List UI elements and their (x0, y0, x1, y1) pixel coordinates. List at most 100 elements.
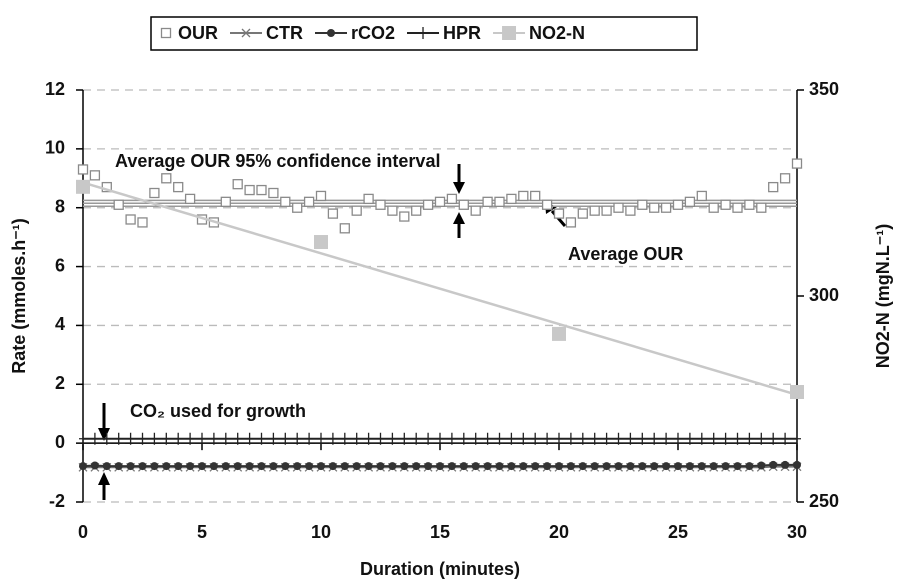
marker (364, 462, 373, 471)
marker (162, 432, 171, 445)
marker (436, 432, 444, 445)
marker (184, 193, 196, 205)
marker (315, 190, 327, 202)
y-tick-label: 10 (45, 138, 65, 158)
marker (530, 190, 541, 202)
y-tick-label: 12 (45, 79, 65, 99)
x-tick-label: 0 (78, 522, 88, 542)
marker (340, 432, 349, 445)
marker (245, 432, 254, 445)
marker (339, 223, 350, 234)
marker (269, 462, 278, 471)
marker (781, 432, 790, 445)
marker (305, 462, 314, 471)
marker (696, 190, 707, 202)
marker (387, 205, 398, 216)
marker (411, 205, 422, 216)
marker (459, 432, 468, 445)
marker (769, 432, 778, 445)
marker (602, 432, 611, 445)
marker (257, 432, 266, 445)
marker (76, 179, 90, 194)
marker (769, 460, 778, 469)
marker (352, 462, 361, 471)
marker (209, 432, 218, 445)
marker (125, 214, 136, 225)
marker (697, 432, 706, 445)
marker (566, 432, 575, 445)
marker (327, 208, 339, 219)
marker (660, 202, 672, 213)
marker (137, 217, 148, 228)
marker (89, 170, 101, 181)
x-axis-label: Duration (minutes) (360, 559, 520, 579)
marker (174, 462, 183, 471)
marker (649, 202, 660, 213)
marker (566, 462, 575, 471)
marker (292, 202, 303, 213)
marker (352, 432, 361, 445)
marker (269, 432, 278, 445)
marker (241, 28, 251, 38)
marker (733, 432, 742, 445)
marker (233, 462, 242, 471)
marker (709, 432, 718, 445)
marker (400, 462, 409, 471)
marker (745, 462, 754, 471)
marker (531, 432, 540, 445)
marker (186, 432, 195, 445)
marker (733, 462, 742, 471)
marker (638, 432, 647, 445)
marker (351, 205, 362, 216)
marker (757, 432, 766, 445)
marker (150, 462, 159, 471)
y-tick-label: -2 (49, 491, 65, 511)
marker (685, 432, 694, 445)
marker (541, 199, 553, 210)
marker (317, 432, 325, 445)
marker (114, 432, 123, 445)
marker (399, 211, 410, 222)
y-tick-label: 6 (55, 255, 65, 275)
marker (422, 199, 434, 210)
annotation: CO₂ used for growth (130, 401, 306, 421)
marker (720, 199, 731, 210)
marker (400, 432, 409, 445)
marker (502, 26, 517, 40)
marker (244, 184, 255, 196)
marker (388, 432, 397, 445)
marker (268, 187, 279, 199)
marker (495, 462, 504, 471)
marker (447, 462, 456, 471)
marker (458, 199, 469, 210)
marker (257, 462, 266, 471)
marker (781, 460, 790, 469)
legend-label: rCO2 (351, 23, 395, 43)
marker (543, 432, 552, 445)
marker (708, 202, 719, 213)
marker (638, 462, 647, 471)
marker (447, 432, 456, 445)
marker (507, 462, 516, 471)
marker (419, 27, 428, 39)
legend-label: OUR (178, 23, 218, 43)
marker (519, 462, 528, 471)
marker (256, 184, 267, 196)
marker (233, 432, 242, 445)
marker (327, 29, 335, 37)
marker (149, 187, 160, 199)
marker (552, 326, 566, 341)
marker (424, 462, 433, 471)
legend-label: NO2-N (529, 23, 585, 43)
marker (150, 432, 159, 445)
marker (209, 462, 218, 471)
marker (543, 462, 552, 471)
marker (601, 205, 612, 216)
marker (126, 462, 135, 471)
marker (328, 432, 337, 445)
marker (577, 208, 588, 219)
marker (650, 462, 659, 471)
marker (220, 196, 231, 207)
marker (232, 179, 243, 190)
marker (317, 462, 325, 471)
